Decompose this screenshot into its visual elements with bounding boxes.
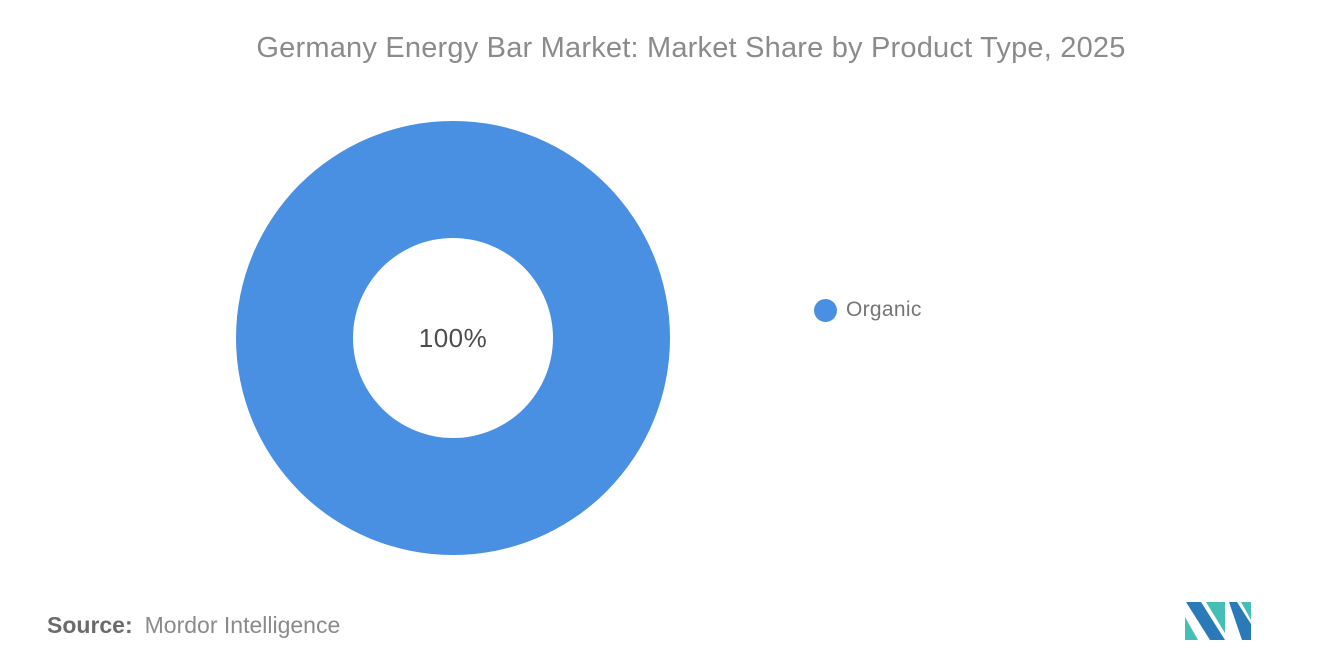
legend-label: Organic [846,298,922,321]
source-value: Mordor Intelligence [144,612,341,638]
logo-shape-teal-right [1241,602,1251,620]
source-line: Source: Mordor Intelligence [47,612,340,639]
logo-shape-blue-right [1229,602,1251,640]
source-label: Source: [47,612,133,638]
logo-shape-teal-left [1185,617,1198,640]
donut-hole: 100% [353,238,553,438]
mordor-intelligence-logo [1185,602,1251,640]
donut-center-label: 100% [418,322,488,353]
donut-chart: 100% [236,121,670,555]
legend-item-organic[interactable]: Organic [814,298,922,322]
chart-title: Germany Energy Bar Market: Market Share … [256,32,1126,64]
logo-shape-blue-left [1186,602,1225,640]
legend-marker-icon [814,298,837,322]
legend: Organic [814,298,922,322]
logo-shape-teal-middle [1206,602,1225,633]
